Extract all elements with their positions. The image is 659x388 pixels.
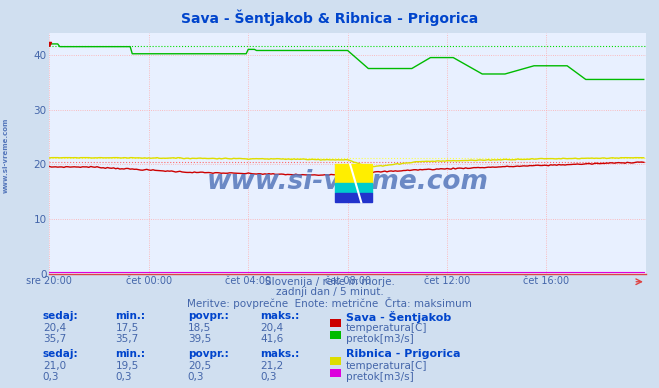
Text: Sava - Šentjakob & Ribnica - Prigorica: Sava - Šentjakob & Ribnica - Prigorica [181, 10, 478, 26]
Bar [335, 193, 372, 203]
Text: Slovenija / reke in morje.: Slovenija / reke in morje. [264, 277, 395, 288]
Bar [335, 164, 372, 183]
Text: Sava - Šentjakob: Sava - Šentjakob [346, 311, 451, 323]
Text: 20,5: 20,5 [188, 361, 211, 371]
Text: sedaj:: sedaj: [43, 349, 78, 359]
Text: pretok[m3/s]: pretok[m3/s] [346, 372, 414, 383]
Text: temperatura[C]: temperatura[C] [346, 361, 428, 371]
Text: Meritve: povprečne  Enote: metrične  Črta: maksimum: Meritve: povprečne Enote: metrične Črta:… [187, 297, 472, 309]
Text: 0,3: 0,3 [188, 372, 204, 383]
Text: min.:: min.: [115, 349, 146, 359]
Text: 20,4: 20,4 [43, 323, 66, 333]
Text: maks.:: maks.: [260, 311, 300, 321]
Text: zadnji dan / 5 minut.: zadnji dan / 5 minut. [275, 287, 384, 297]
Bar [335, 183, 372, 193]
Text: sedaj:: sedaj: [43, 311, 78, 321]
Text: 39,5: 39,5 [188, 334, 211, 345]
Text: 0,3: 0,3 [115, 372, 132, 383]
Text: 0,3: 0,3 [43, 372, 59, 383]
Text: 19,5: 19,5 [115, 361, 138, 371]
Text: 18,5: 18,5 [188, 323, 211, 333]
Text: 21,0: 21,0 [43, 361, 66, 371]
Text: povpr.:: povpr.: [188, 311, 229, 321]
Text: povpr.:: povpr.: [188, 349, 229, 359]
Text: 41,6: 41,6 [260, 334, 283, 345]
Text: min.:: min.: [115, 311, 146, 321]
Text: www.si-vreme.com: www.si-vreme.com [2, 118, 9, 193]
Text: pretok[m3/s]: pretok[m3/s] [346, 334, 414, 345]
Text: maks.:: maks.: [260, 349, 300, 359]
Text: 35,7: 35,7 [43, 334, 66, 345]
Text: 20,4: 20,4 [260, 323, 283, 333]
Text: 17,5: 17,5 [115, 323, 138, 333]
Text: www.si-vreme.com: www.si-vreme.com [207, 169, 488, 195]
Text: 35,7: 35,7 [115, 334, 138, 345]
Text: 21,2: 21,2 [260, 361, 283, 371]
Text: 0,3: 0,3 [260, 372, 277, 383]
Text: temperatura[C]: temperatura[C] [346, 323, 428, 333]
Text: Ribnica - Prigorica: Ribnica - Prigorica [346, 349, 461, 359]
